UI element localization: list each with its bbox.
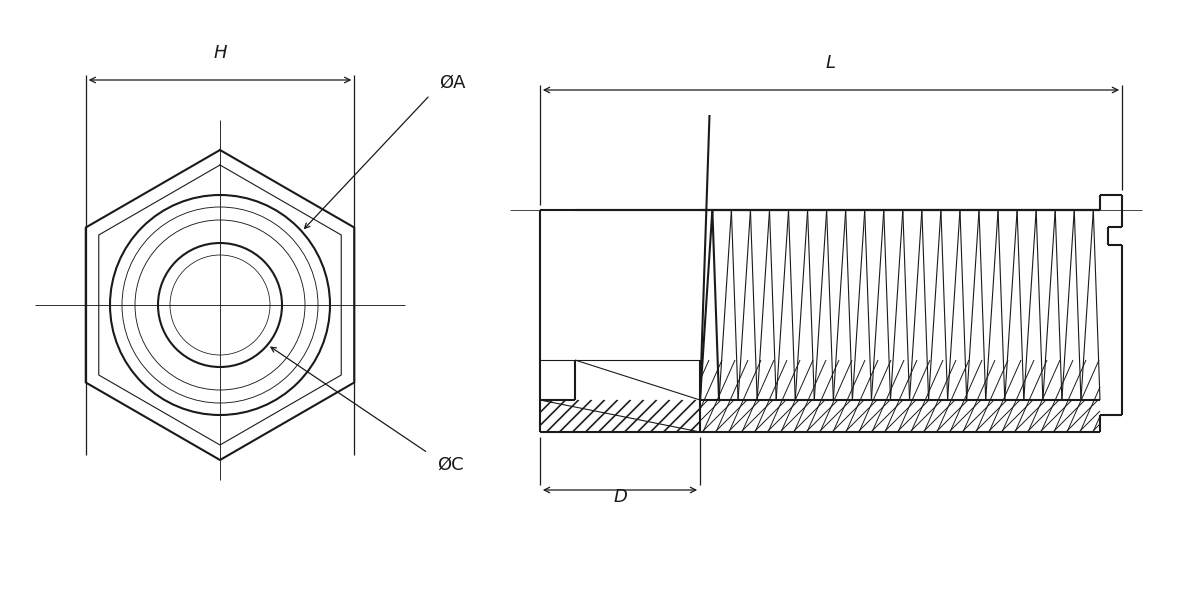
Text: ØA: ØA [439,74,466,92]
Text: L: L [826,54,836,72]
Text: D: D [613,488,626,506]
Text: H: H [214,44,227,62]
Text: ØC: ØC [437,456,463,474]
